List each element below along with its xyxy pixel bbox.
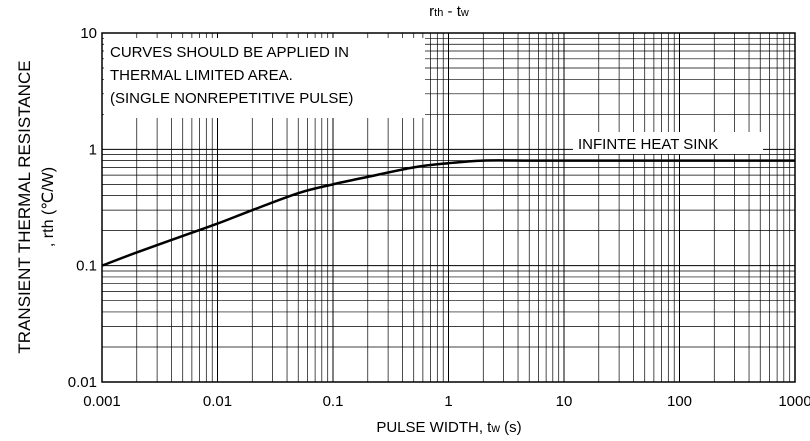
series-layer [101,159,795,267]
x-tick-label: 1000 [778,393,810,410]
note-box: CURVES SHOULD BE APPLIED IN THERMAL LIMI… [104,38,425,118]
x-axis-label-main: PULSE WIDTH, t [376,419,492,436]
curve-label-text: INFINTE HEAT SINK [578,136,718,153]
chart-title-sep: - t [443,3,461,20]
x-tick-label: 0.01 [203,393,232,410]
x-axis-label: PULSE WIDTH, tw (s) [376,419,521,436]
x-axis-label-sub: w [490,421,500,435]
x-axis-label-unit: (s) [500,419,522,436]
series-line-0 [101,159,795,267]
y-axis-label-line1: TRANSIENT THERMAL RESISTANCE [15,60,34,353]
chart-title-main: r [429,3,434,20]
note-box-background [104,38,425,118]
y-tick-label: 10 [80,25,97,42]
tick-labels: 0.001 0.01 0.1 1 10 100 1000 0.01 0.1 1 10 [68,25,810,410]
chart-title-sub2: w [460,7,469,19]
y-axis-label-line2: , rth (℃/W) [40,167,57,247]
curve-label-background [573,132,763,154]
note-line-2: THERMAL LIMITED AREA. [110,67,293,84]
x-tick-label: 10 [556,393,573,410]
y-tick-label: 0.01 [68,374,97,391]
x-tick-label: 100 [667,393,692,410]
note-line-3: (SINGLE NONREPETITIVE PULSE) [110,90,353,107]
chart-title-sub: th [434,7,443,19]
y-tick-label: 1 [89,141,97,158]
x-tick-label: 0.001 [83,393,121,410]
curve-label: INFINTE HEAT SINK [573,132,763,154]
chart-title: rth - tw [429,3,469,20]
x-tick-label: 0.1 [323,393,344,410]
plot-frame [101,32,796,383]
note-line-1: CURVES SHOULD BE APPLIED IN [110,44,349,61]
y-tick-label: 0.1 [76,258,97,275]
x-tick-label: 1 [444,393,452,410]
